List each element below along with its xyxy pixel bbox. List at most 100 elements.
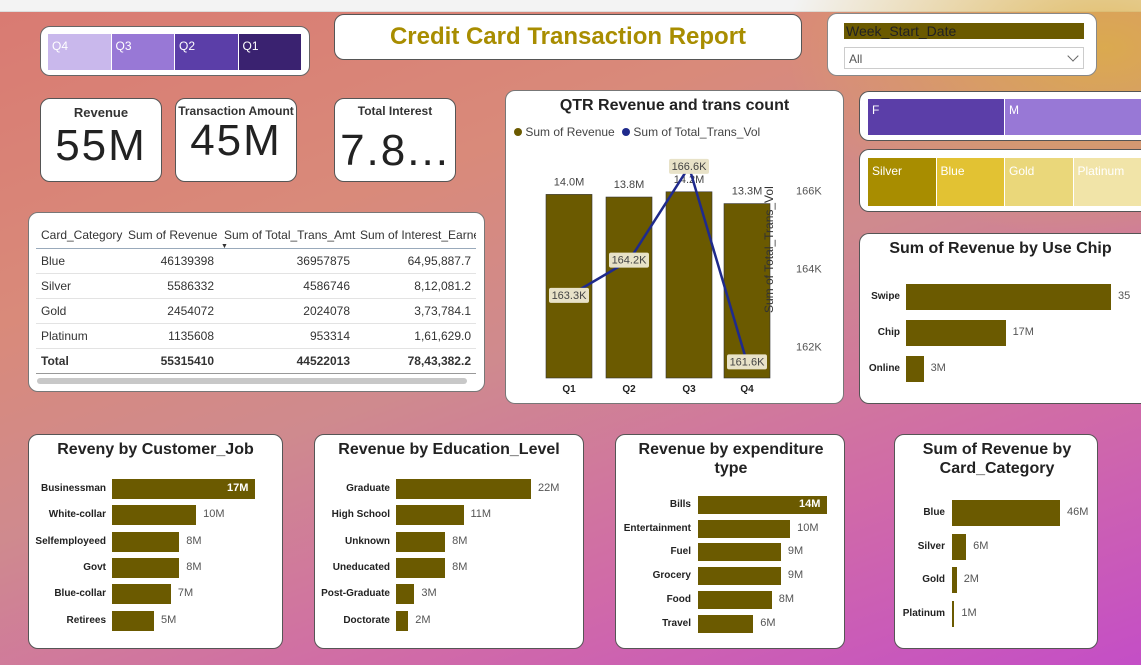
bar-bills[interactable]: [698, 496, 827, 514]
trans-vol-label-text: 166.6K: [672, 161, 708, 173]
revenue-data-label: 13.8M: [614, 179, 645, 191]
week-start-date-slicer: Week_Start_Date All: [827, 13, 1097, 76]
trans-vol-label-background: [549, 287, 589, 303]
bar-category-label: Entertainment: [623, 522, 691, 534]
bar-category-label: Uneducated: [332, 561, 390, 573]
chart-title: QTR Revenue and trans count: [559, 97, 790, 114]
bar-value-label: 10M: [203, 508, 225, 521]
bar-category-label: Graduate: [346, 483, 390, 494]
horizontal-scrollbar[interactable]: [37, 378, 467, 384]
bar-high-school[interactable]: [396, 505, 464, 526]
bar-travel[interactable]: [698, 614, 754, 633]
table-total-cell: 78,43,382.2: [355, 348, 476, 374]
report-title-card: Credit Card Transaction Report: [334, 14, 802, 60]
column-header-sum-trans-amt-label: Sum of Total_Trans_Amt: [224, 228, 356, 242]
bar-fuel[interactable]: [698, 543, 781, 562]
bar-value-label: 8M: [186, 534, 202, 547]
bar-graduate[interactable]: [396, 479, 531, 499]
bar-post-graduate[interactable]: [396, 584, 415, 605]
table-total-cell: Total: [36, 348, 123, 374]
bar-entertainment[interactable]: [698, 519, 791, 538]
bar-doctorate[interactable]: [396, 610, 409, 631]
week-slicer-dropdown[interactable]: All: [844, 47, 1084, 69]
chart-title: Reveny by Customer_Job: [57, 441, 254, 458]
category-option-silver[interactable]: Silver: [868, 158, 937, 206]
bar-white-collar[interactable]: [112, 505, 197, 526]
table-row: Silver 5586332 4586746 8,12,081.2: [36, 273, 476, 299]
bar-retirees[interactable]: [112, 610, 155, 631]
revenue-bar-q4[interactable]: [723, 203, 771, 379]
bar-category-label: Online: [868, 363, 900, 374]
bar-chip[interactable]: [906, 320, 1006, 346]
bar-value-label: 46M: [1067, 506, 1089, 518]
bar-govt[interactable]: [112, 557, 180, 578]
bar-category-label: Fuel: [670, 546, 691, 558]
column-header-sum-interest[interactable]: Sum of Interest_Earne: [355, 222, 476, 249]
bar-category-label: Blue: [923, 507, 945, 518]
chart-title: Revenue by expenditure type: [638, 441, 824, 477]
quarter-option-q4[interactable]: Q4: [48, 34, 112, 70]
column-header-sum-revenue[interactable]: Sum of Revenue: [123, 222, 219, 249]
bar-swipe[interactable]: [906, 284, 1111, 310]
table-total-cell: 44522013: [219, 348, 355, 374]
gender-option-m[interactable]: M: [1005, 99, 1141, 135]
bar-grocery[interactable]: [698, 567, 781, 586]
bar-value-label: 2M: [963, 573, 979, 585]
table-cell: Blue: [36, 248, 123, 274]
trans-vol-label-background: [609, 252, 649, 268]
card-category-table: Card_Category Sum of Revenue Sum of Tota…: [28, 212, 485, 392]
trans-vol-data-label: 164.2K: [609, 252, 649, 268]
quarter-option-q2[interactable]: Q2: [175, 34, 239, 70]
bar-blue-collar[interactable]: [112, 584, 171, 605]
bar-category-label: Chip: [877, 327, 900, 338]
customer-job-chart: Reveny by Customer_Job Businessman 17M Whi…: [28, 434, 283, 649]
bar-online[interactable]: [906, 356, 924, 382]
kpi-total-interest-value: 7.8...: [340, 126, 450, 175]
bar-gold[interactable]: [952, 567, 957, 593]
card-category-revenue-chart: Sum of Revenue by Card_Category Blue 46M S…: [894, 434, 1098, 649]
trans-vol-label-background: [669, 158, 709, 174]
bar-category-label: Grocery: [652, 570, 691, 582]
bar-value-label: 8M: [778, 592, 794, 605]
trans-vol-data-label: 163.3K: [549, 287, 589, 303]
bar-platinum[interactable]: [952, 600, 955, 627]
bar-businessman[interactable]: [112, 479, 255, 499]
bar-selfemployeed[interactable]: [112, 531, 180, 552]
category-option-gold[interactable]: Gold: [1005, 158, 1074, 206]
table-cell: 4586746: [219, 273, 355, 299]
bar-unknown[interactable]: [396, 531, 446, 552]
revenue-bar-q2[interactable]: [605, 196, 653, 379]
week-slicer-selected: All: [849, 52, 863, 66]
table-cell: 2024078: [219, 298, 355, 324]
bar-category-label: Businessman: [40, 483, 106, 494]
column-header-card-category[interactable]: Card_Category: [36, 222, 123, 249]
kpi-total-interest-label: Total Interest: [357, 104, 433, 118]
table-cell: 64,95,887.7: [355, 248, 476, 274]
bar-category-label: Selfemployeed: [35, 535, 106, 547]
bar-category-label: Gold: [922, 574, 945, 585]
bar-category-label: Retirees: [66, 614, 106, 626]
trans-vol-line[interactable]: [568, 163, 749, 363]
table-row: Gold 2454072 2024078 3,73,784.1: [36, 298, 476, 324]
column-header-sum-trans-amt[interactable]: Sum of Total_Trans_Amt ▼: [219, 222, 356, 250]
quarter-option-q1[interactable]: Q1: [238, 34, 302, 70]
category-option-blue[interactable]: Blue: [936, 158, 1005, 206]
bar-food[interactable]: [698, 590, 772, 609]
table-cell: Gold: [36, 298, 123, 324]
table-cell: Platinum: [36, 323, 123, 349]
bar-value-label: 1M: [961, 606, 977, 619]
table-cell: Silver: [36, 273, 123, 299]
quarter-option-q3[interactable]: Q3: [111, 34, 175, 70]
bar-value-label: 17M: [227, 482, 249, 494]
bar-silver[interactable]: [952, 533, 967, 560]
bar-value-label: 9M: [787, 545, 804, 558]
trans-vol-data-label: 166.6K: [669, 158, 709, 174]
bar-value-label: 6M: [973, 539, 989, 552]
bar-uneducated[interactable]: [396, 557, 446, 578]
gender-option-f[interactable]: F: [868, 99, 1005, 135]
bar-category-label: Food: [666, 593, 691, 605]
bar-blue[interactable]: [952, 500, 1060, 526]
category-option-platinum[interactable]: Platinum: [1073, 158, 1141, 206]
bar-value-label: 5M: [161, 613, 177, 626]
